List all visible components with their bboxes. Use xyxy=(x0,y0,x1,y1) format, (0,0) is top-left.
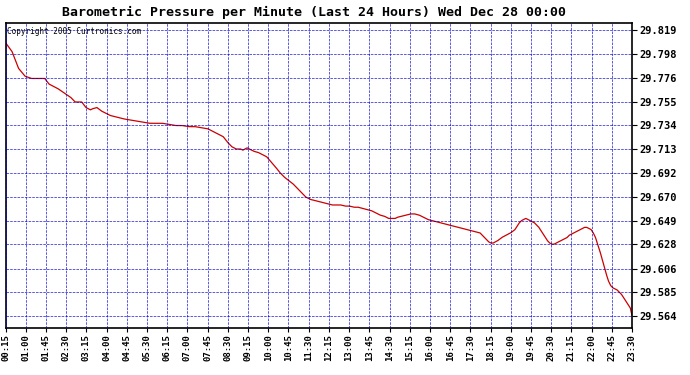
Text: Barometric Pressure per Minute (Last 24 Hours) Wed Dec 28 00:00: Barometric Pressure per Minute (Last 24 … xyxy=(62,6,566,19)
Text: Copyright 2005 Curtronics.com: Copyright 2005 Curtronics.com xyxy=(7,27,141,36)
